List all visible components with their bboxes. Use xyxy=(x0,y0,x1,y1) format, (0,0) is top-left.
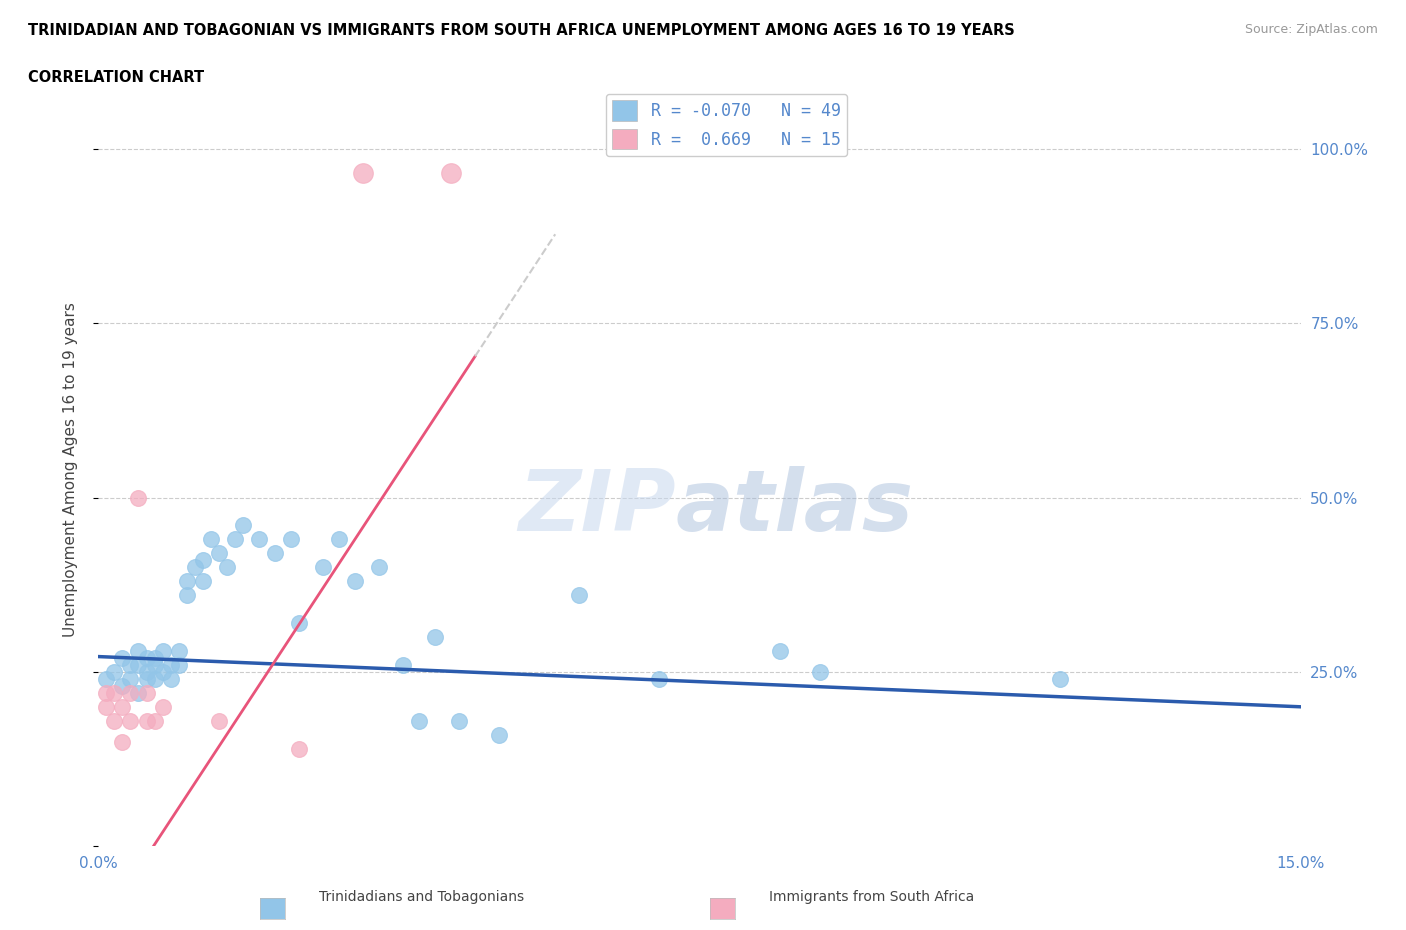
Point xyxy=(288,741,311,756)
Point xyxy=(312,560,335,575)
Point xyxy=(128,644,150,658)
Point xyxy=(128,685,150,700)
Point xyxy=(215,560,238,575)
Point xyxy=(135,685,157,700)
Point xyxy=(143,713,166,728)
Point xyxy=(143,658,166,672)
Point xyxy=(648,671,671,686)
Point xyxy=(232,518,254,533)
Point xyxy=(176,574,198,589)
Point xyxy=(120,713,142,728)
Point xyxy=(769,644,792,658)
Text: Source: ZipAtlas.com: Source: ZipAtlas.com xyxy=(1244,23,1378,36)
Point xyxy=(135,651,157,666)
Point xyxy=(176,588,198,603)
Point xyxy=(288,616,311,631)
Point xyxy=(568,588,591,603)
Point xyxy=(103,685,125,700)
Point xyxy=(111,699,134,714)
Point xyxy=(1049,671,1071,686)
Point xyxy=(135,671,157,686)
Point xyxy=(120,671,142,686)
Point xyxy=(143,651,166,666)
Text: CORRELATION CHART: CORRELATION CHART xyxy=(28,70,204,85)
Point xyxy=(343,574,366,589)
Point xyxy=(120,658,142,672)
Point xyxy=(111,735,134,750)
Point xyxy=(135,665,157,680)
Y-axis label: Unemployment Among Ages 16 to 19 years: Unemployment Among Ages 16 to 19 years xyxy=(63,302,77,637)
Point xyxy=(120,685,142,700)
Point xyxy=(143,671,166,686)
Legend: R = -0.070   N = 49, R =  0.669   N = 15: R = -0.070 N = 49, R = 0.669 N = 15 xyxy=(606,94,848,156)
Text: Trinidadians and Tobagonians: Trinidadians and Tobagonians xyxy=(319,890,524,904)
Point xyxy=(368,560,391,575)
Point xyxy=(159,671,181,686)
Point xyxy=(167,644,190,658)
Point xyxy=(263,546,285,561)
Point xyxy=(152,699,174,714)
Point xyxy=(208,546,231,561)
Point xyxy=(224,532,246,547)
Point xyxy=(352,166,374,180)
Point xyxy=(808,665,831,680)
Text: TRINIDADIAN AND TOBAGONIAN VS IMMIGRANTS FROM SOUTH AFRICA UNEMPLOYMENT AMONG AG: TRINIDADIAN AND TOBAGONIAN VS IMMIGRANTS… xyxy=(28,23,1015,38)
Point xyxy=(447,713,470,728)
Point xyxy=(208,713,231,728)
Point xyxy=(200,532,222,547)
Point xyxy=(488,727,510,742)
Point xyxy=(152,644,174,658)
Point xyxy=(183,560,205,575)
Text: atlas: atlas xyxy=(675,466,914,549)
Point xyxy=(128,490,150,505)
Point xyxy=(96,671,118,686)
Point xyxy=(408,713,430,728)
Point xyxy=(103,713,125,728)
Point xyxy=(111,679,134,694)
Point xyxy=(280,532,302,547)
Point xyxy=(159,658,181,672)
Point xyxy=(167,658,190,672)
Point xyxy=(440,166,463,180)
Point xyxy=(135,713,157,728)
Point xyxy=(423,630,446,644)
Point xyxy=(152,665,174,680)
Point xyxy=(191,574,214,589)
Point xyxy=(96,699,118,714)
Point xyxy=(96,685,118,700)
Point xyxy=(191,553,214,568)
Point xyxy=(111,651,134,666)
Point xyxy=(247,532,270,547)
Point xyxy=(128,658,150,672)
Text: Immigrants from South Africa: Immigrants from South Africa xyxy=(769,890,974,904)
Point xyxy=(328,532,350,547)
Text: ZIP: ZIP xyxy=(517,466,675,549)
Point xyxy=(392,658,415,672)
Point xyxy=(103,665,125,680)
